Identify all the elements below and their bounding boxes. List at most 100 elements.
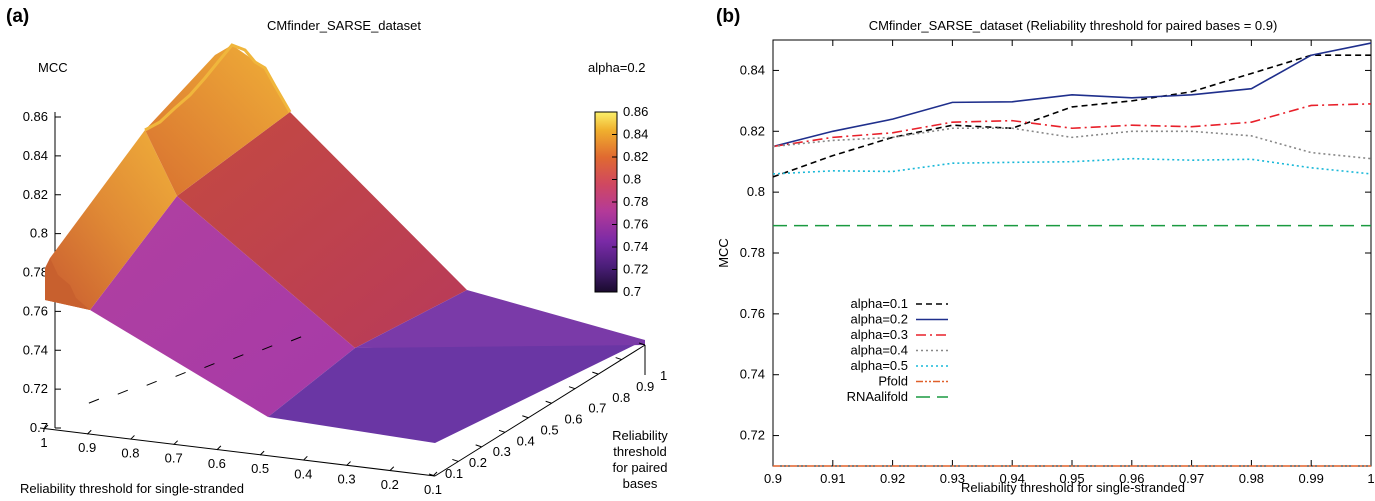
y-tick-label: 0.84 [740,62,765,77]
z-tick-label: 0.82 [23,187,48,202]
x-tick-label: 0.5 [251,461,269,476]
surface-face-back [355,290,645,348]
series-line-alpha-0-5 [772,157,1372,175]
y-tick-label: 0.4 [517,433,535,448]
x-tick-label: 0.95 [1059,471,1084,486]
floor-tick [262,345,273,351]
floor-tick [290,336,302,342]
colorbar-tick-label: 0.84 [623,127,648,142]
colorbar-tick-label: 0.76 [623,217,648,232]
legend: alpha=0.1alpha=0.2alpha=0.3alpha=0.4alph… [847,296,948,404]
z-axis-label: MCC [38,60,68,75]
y-tick-label: 0.3 [493,444,511,459]
surface-left-edge [45,258,90,310]
x-tick-mark [130,435,135,440]
z-tick-label: 0.8 [30,226,48,241]
y-tick-label: 0.8 [747,184,765,199]
x-tick-label: 0.7 [165,451,183,466]
x-axis-line [39,427,436,477]
legend-label: alpha=0.3 [851,327,908,342]
x-tick-mark [302,455,308,461]
surface-face-mid [90,196,355,417]
floor-tick [117,389,128,395]
x-tick-label: 0.4 [294,466,312,481]
surface-ridge-edge [144,43,292,132]
colorbar-tick-label: 0.72 [623,262,648,277]
x-tick-label: 0.1 [424,482,442,496]
y-tick-label: 0.8 [612,390,630,405]
chart-title: CMfinder_SARSE_dataset [267,18,421,33]
legend-label: RNAalifold [847,389,908,404]
surface-face-left [45,130,177,310]
y-axis-label-line4: bases [623,476,658,491]
surface-face-right [177,112,467,348]
colorbar-tick-label: 0.7 [623,284,641,299]
y-tick-mark [428,473,436,477]
floor-tick [233,354,244,360]
z-tick-label: 0.78 [23,265,48,280]
z-tick-label: 0.76 [23,303,48,318]
x-axis-label: Reliability threshold for single-strande… [961,480,1185,495]
x-tick-label: 0.9 [764,471,782,486]
legend-label: alpha=0.4 [851,343,908,358]
y-ticks: 0.1 0.2 0.3 0.4 0.5 0.6 0.7 0.8 0.9 1 [428,342,667,481]
x-tick-mark [389,466,395,472]
series-line-alpha-0-2 [772,42,1372,148]
x-tick-label: 0.96 [1119,471,1144,486]
colorbar-tick-label: 0.86 [623,104,648,119]
z-ticks: 0.86 0.84 0.82 0.8 0.78 0.76 0.74 0.72 0.7 [23,109,61,435]
x-tick-mark [86,429,92,435]
x-tick-label: 0.94 [1000,471,1025,486]
legend-label: alpha=0.2 [851,312,908,327]
x-tick-label: 1 [40,435,47,450]
y-tick-label: 0.7 [588,401,606,416]
y-tick-label: 1 [660,368,667,383]
x-tick-label: 0.9 [78,440,96,455]
series-lines [772,42,1372,467]
y-tick-label: 0.6 [564,412,582,427]
surface-chart: (a) CMfinder_SARSE_dataset MCC alpha=0.2… [6,6,668,497]
legend-label: alpha=0.1 [851,296,908,311]
x-tick-mark [259,450,265,456]
series-label: alpha=0.2 [588,60,645,75]
y-tick-label: 0.1 [445,466,463,481]
y-axis-label-line1: Reliability [612,428,668,443]
surface [45,43,645,443]
colorbar-tick-label: 0.78 [623,194,648,209]
y-axis-label-line2: threshold [613,444,666,459]
x-tick-label: 0.6 [208,456,226,471]
y-tick-mark [545,400,552,404]
z-tick-label: 0.7 [30,420,48,435]
series-line-alpha-0-4 [772,127,1372,160]
floor-tick [146,380,157,386]
x-tick-mark [346,461,351,466]
colorbar-tick-label: 0.74 [623,239,648,254]
surface-face-low [268,340,645,443]
y-tick-label: 0.9 [636,379,654,394]
y-tick-mark [592,371,599,375]
legend-label: Pfold [878,374,908,389]
y-tick-mark [568,386,576,390]
x-tick-label: 0.8 [121,445,139,460]
x-ticks: 1 0.9 0.8 0.7 0.6 0.5 0.4 0.3 0.2 0.1 [40,336,442,497]
y-tick-mark [452,458,459,462]
panel-label-b: (b) [716,6,740,27]
x-axis-label: Reliability threshold for single-strande… [20,481,244,496]
z-tick-label: 0.84 [23,148,48,163]
x-tick-label: 0.2 [381,477,399,492]
panel-a: (a) CMfinder_SARSE_dataset MCC alpha=0.2… [0,0,690,497]
panel-label-a: (a) [6,6,29,27]
series-line-alpha-0-1 [772,54,1371,178]
y-axis-label-line3: for paired [613,460,668,475]
y-tick-label: 0.5 [541,422,559,437]
colorbar-tick-label: 0.82 [623,149,648,164]
axis-ticks: 0.9 0.91 0.92 0.93 0.94 0.95 0.96 0.97 0.98 0.99 1… [740,40,1375,486]
y-tick-mark [615,357,622,361]
x-tick-label: 0.92 [880,471,905,486]
floor-tick [204,363,215,369]
x-tick-mark [43,424,49,430]
x-tick-label: 0.93 [940,471,965,486]
y-tick-label: 0.78 [740,245,765,260]
x-tick-label: 0.3 [338,472,356,487]
surface-ridge [145,45,290,196]
